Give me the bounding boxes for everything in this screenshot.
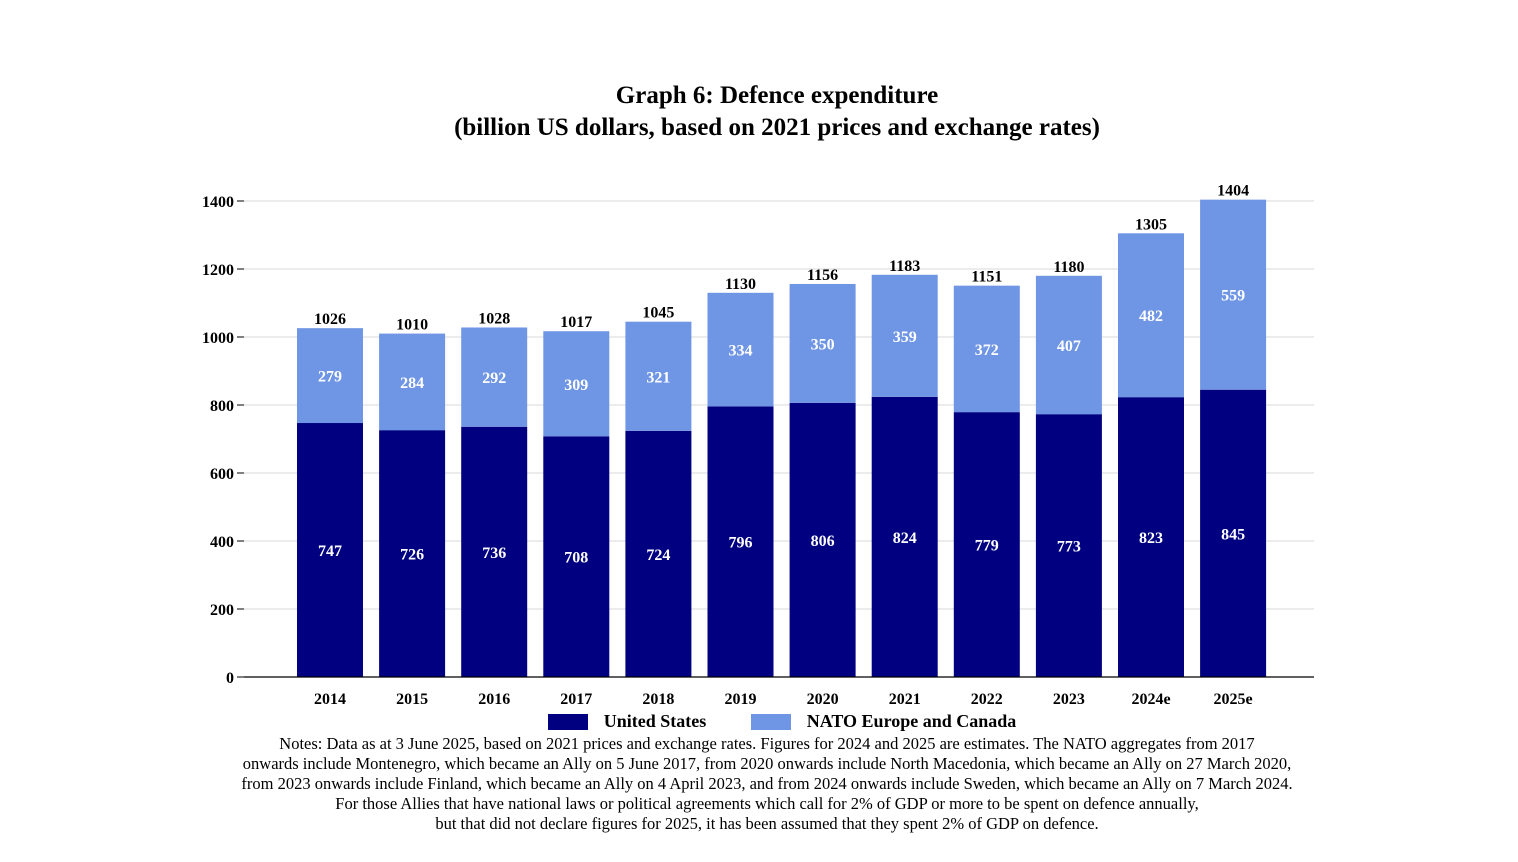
legend-swatch-nato-europe-canada bbox=[750, 713, 791, 730]
x-tick-label-2024e: 2024e bbox=[1131, 691, 1170, 708]
data-label-united-states-2020: 806 bbox=[811, 533, 835, 550]
bar-nato-europe-canada-2018 bbox=[625, 321, 692, 431]
chart-notes: Notes: Data as at 3 June 2025, based on … bbox=[0, 734, 1518, 834]
bar-united-states-2015 bbox=[379, 430, 446, 677]
legend: United States NATO Europe and Canada bbox=[0, 711, 1518, 735]
chart-title-line-2: (billion US dollars, based on 2021 price… bbox=[454, 114, 1100, 141]
data-label-united-states-2014: 747 bbox=[318, 543, 342, 560]
bar-united-states-2019 bbox=[707, 406, 774, 677]
legend-item-nato-europe-canada: NATO Europe and Canada bbox=[750, 711, 1017, 732]
x-tick-label-2021: 2021 bbox=[889, 691, 921, 708]
bar-united-states-2024e bbox=[1118, 397, 1184, 677]
x-tick-label-2014: 2014 bbox=[314, 691, 346, 708]
data-label-united-states-2024e: 823 bbox=[1139, 530, 1163, 547]
bar-nato-europe-canada-2023 bbox=[1035, 275, 1102, 415]
bar-nato-europe-canada-2020 bbox=[789, 283, 856, 403]
bar-united-states-2018 bbox=[625, 430, 692, 677]
data-label-nato-europe-canada-2024e: 482 bbox=[1139, 308, 1163, 325]
bar-nato-europe-canada-2025e bbox=[1200, 199, 1267, 390]
notes-line-4: For those Allies that have national laws… bbox=[335, 794, 1199, 813]
data-label-united-states-2015: 726 bbox=[400, 547, 424, 564]
y-tick-label-800: 800 bbox=[210, 398, 234, 415]
data-label-united-states-2025e: 845 bbox=[1221, 526, 1245, 543]
x-tick-label-2016: 2016 bbox=[478, 691, 510, 708]
data-label-nato-europe-canada-2014: 279 bbox=[318, 369, 342, 386]
legend-label-united-states: United States bbox=[603, 711, 707, 731]
x-tick-label-2015: 2015 bbox=[396, 691, 428, 708]
data-label-total-2025e: 1404 bbox=[1217, 183, 1249, 200]
data-label-total-2022: 1151 bbox=[971, 269, 1002, 286]
x-tick-label-2018: 2018 bbox=[642, 691, 674, 708]
data-label-nato-europe-canada-2017: 309 bbox=[564, 377, 588, 394]
data-label-total-2015: 1010 bbox=[396, 317, 428, 334]
bar-united-states-2020 bbox=[789, 402, 856, 677]
data-label-total-2021: 1183 bbox=[889, 258, 920, 275]
data-label-nato-europe-canada-2020: 350 bbox=[811, 336, 835, 353]
data-label-united-states-2017: 708 bbox=[564, 550, 588, 567]
data-label-nato-europe-canada-2023: 407 bbox=[1057, 338, 1081, 355]
legend-swatch-united-states bbox=[547, 713, 588, 730]
y-tick-label-0: 0 bbox=[226, 670, 234, 687]
data-label-nato-europe-canada-2015: 284 bbox=[400, 375, 424, 392]
y-tick-label-600: 600 bbox=[210, 466, 234, 483]
data-label-total-2023: 1180 bbox=[1053, 259, 1084, 276]
data-label-total-2018: 1045 bbox=[642, 305, 674, 322]
data-label-united-states-2016: 736 bbox=[482, 545, 506, 562]
data-label-total-2020: 1156 bbox=[807, 267, 838, 284]
y-tick-label-400: 400 bbox=[210, 534, 234, 551]
data-label-nato-europe-canada-2025e: 559 bbox=[1221, 288, 1245, 305]
x-tick-label-2020: 2020 bbox=[807, 691, 839, 708]
notes-line-1: Notes: Data as at 3 June 2025, based on … bbox=[279, 734, 1255, 753]
data-label-total-2019: 1130 bbox=[725, 276, 756, 293]
data-label-nato-europe-canada-2018: 321 bbox=[646, 369, 670, 386]
data-label-total-2016: 1028 bbox=[478, 310, 510, 327]
y-tick-label-1200: 1200 bbox=[202, 262, 234, 279]
bar-nato-europe-canada-2015 bbox=[379, 333, 446, 431]
x-tick-label-2023: 2023 bbox=[1053, 691, 1085, 708]
chart-title: Graph 6: Defence expenditure (billion US… bbox=[0, 80, 1518, 144]
bar-nato-europe-canada-2019 bbox=[707, 292, 774, 407]
bar-united-states-2014 bbox=[297, 423, 363, 677]
legend-item-united-states: United States bbox=[547, 711, 707, 732]
chart-title-line-1: Graph 6: Defence expenditure bbox=[615, 82, 939, 109]
data-label-united-states-2023: 773 bbox=[1057, 539, 1081, 556]
data-label-total-2014: 1026 bbox=[314, 311, 346, 328]
y-tick-label-200: 200 bbox=[210, 602, 234, 619]
notes-line-5: but that did not declare figures for 202… bbox=[435, 814, 1099, 833]
bar-nato-europe-canada-2022 bbox=[953, 285, 1020, 413]
bar-united-states-2017 bbox=[543, 436, 610, 677]
bar-nato-europe-canada-2016 bbox=[461, 327, 528, 427]
x-tick-label-2019: 2019 bbox=[725, 691, 757, 708]
data-label-total-2024e: 1305 bbox=[1135, 216, 1167, 233]
data-label-united-states-2021: 824 bbox=[893, 530, 917, 547]
legend-label-nato-europe-canada: NATO Europe and Canada bbox=[806, 711, 1017, 731]
notes-line-2: onwards include Montenegro, which became… bbox=[242, 754, 1292, 773]
bar-nato-europe-canada-2017 bbox=[543, 331, 610, 437]
bar-united-states-2022 bbox=[953, 412, 1020, 677]
bar-united-states-2016 bbox=[461, 426, 528, 677]
bar-united-states-2021 bbox=[871, 396, 938, 677]
data-label-united-states-2018: 724 bbox=[646, 547, 670, 564]
y-tick-label-1400: 1400 bbox=[202, 194, 234, 211]
data-label-total-2017: 1017 bbox=[560, 314, 592, 331]
x-tick-label-2022: 2022 bbox=[971, 691, 1003, 708]
bar-united-states-2025e bbox=[1200, 389, 1267, 677]
bar-nato-europe-canada-2024e bbox=[1118, 233, 1184, 398]
notes-line-3: from 2023 onwards include Finland, which… bbox=[241, 774, 1293, 793]
x-tick-label-2017: 2017 bbox=[560, 691, 592, 708]
x-tick-label-2025e: 2025e bbox=[1214, 691, 1253, 708]
bar-nato-europe-canada-2014 bbox=[297, 328, 363, 424]
data-label-united-states-2019: 796 bbox=[729, 535, 753, 552]
data-label-nato-europe-canada-2016: 292 bbox=[482, 370, 506, 387]
data-label-nato-europe-canada-2021: 359 bbox=[893, 329, 917, 346]
bar-nato-europe-canada-2021 bbox=[871, 274, 938, 397]
data-label-nato-europe-canada-2022: 372 bbox=[975, 342, 999, 359]
y-tick-label-1000: 1000 bbox=[202, 330, 234, 347]
data-label-nato-europe-canada-2019: 334 bbox=[729, 343, 753, 360]
data-label-united-states-2022: 779 bbox=[975, 538, 999, 555]
bar-united-states-2023 bbox=[1035, 414, 1102, 677]
